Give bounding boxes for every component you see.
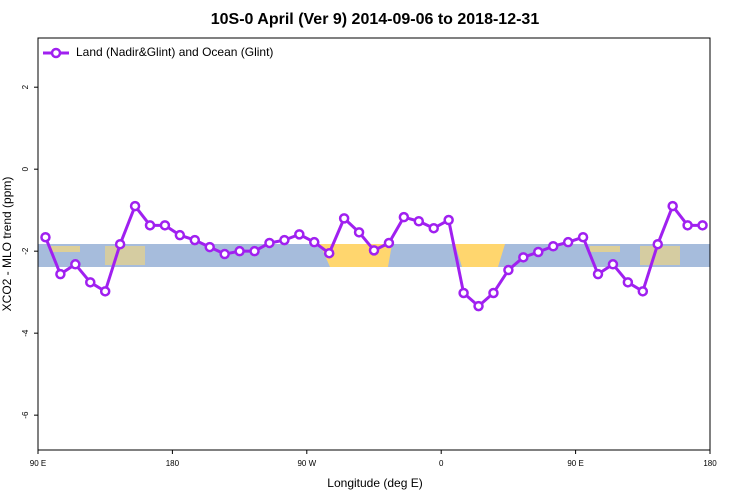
point <box>518 252 529 263</box>
legend-label: Land (Nadir&Glint) and Ocean (Glint) <box>76 45 273 59</box>
point <box>398 211 410 223</box>
point <box>309 236 320 248</box>
point <box>533 246 544 258</box>
point <box>443 214 454 226</box>
point <box>368 245 380 256</box>
point <box>503 264 514 276</box>
point <box>204 241 215 253</box>
y-tick-label: -4 <box>21 329 30 337</box>
y-tick-label: -6 <box>21 411 30 419</box>
x-tick-label: 180 <box>166 459 180 468</box>
point <box>55 268 66 280</box>
point <box>159 220 171 231</box>
x-axis-label: Longitude (deg E) <box>327 476 422 490</box>
point <box>488 287 499 299</box>
x-tick-label: 90 E <box>30 459 46 468</box>
point <box>129 200 141 212</box>
point <box>40 231 51 243</box>
y-axis-label: XCO2 - MLO trend (ppm) <box>0 177 14 312</box>
legend-marker <box>50 47 62 59</box>
x-tick-label: 180 <box>703 459 717 468</box>
y-tick-label: 0 <box>21 166 30 171</box>
point <box>607 259 619 270</box>
point <box>562 236 574 248</box>
point <box>323 247 335 259</box>
point <box>353 227 365 238</box>
point <box>234 245 245 257</box>
x-tick-label: 90 E <box>567 459 583 468</box>
point <box>189 234 201 246</box>
point <box>577 231 589 243</box>
point <box>697 220 708 231</box>
point <box>622 277 634 288</box>
plot-frame <box>37 37 711 451</box>
point <box>547 241 559 252</box>
x-tick-label: 90 W <box>297 459 316 468</box>
point <box>637 286 649 297</box>
point <box>174 229 186 241</box>
point <box>458 287 469 299</box>
point <box>428 222 439 234</box>
point <box>473 300 484 312</box>
y-tick-label: 2 <box>21 84 30 89</box>
point <box>249 245 260 257</box>
point <box>70 259 81 270</box>
point <box>85 277 96 288</box>
x-tick-label: 0 <box>439 459 444 468</box>
point <box>383 237 395 249</box>
point <box>338 213 350 224</box>
y-tick-label: -2 <box>21 247 30 255</box>
chart-title: 10S-0 April (Ver 9) 2014-09-06 to 2018-1… <box>211 11 540 28</box>
point <box>99 286 111 297</box>
point <box>144 220 156 231</box>
point <box>219 248 230 260</box>
point <box>279 234 290 246</box>
point <box>413 215 425 227</box>
point <box>667 200 678 212</box>
point <box>682 220 693 231</box>
point <box>114 238 126 250</box>
point <box>652 238 663 250</box>
point <box>264 237 275 249</box>
point <box>294 229 305 240</box>
point <box>592 268 604 280</box>
